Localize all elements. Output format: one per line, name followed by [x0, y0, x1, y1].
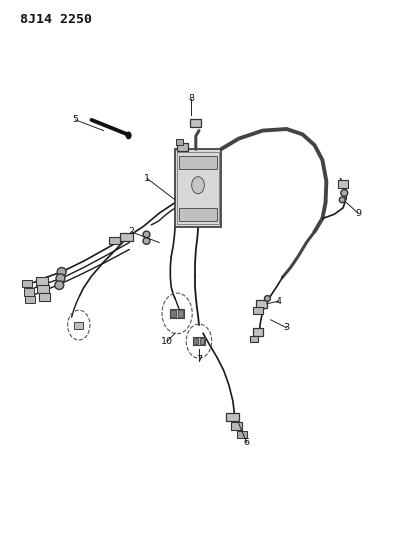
Text: 5: 5	[72, 116, 79, 124]
Bar	[190, 118, 201, 126]
Bar	[237, 431, 247, 438]
Bar	[193, 338, 198, 344]
Bar	[338, 180, 348, 188]
Circle shape	[126, 132, 131, 139]
Circle shape	[192, 177, 205, 194]
Bar	[179, 156, 217, 169]
Bar	[109, 237, 120, 244]
Text: 6: 6	[244, 438, 250, 447]
Bar	[39, 293, 50, 302]
Bar	[177, 143, 188, 151]
Ellipse shape	[339, 197, 345, 203]
Bar	[179, 208, 217, 221]
Bar	[24, 288, 33, 296]
Bar	[170, 310, 176, 317]
Bar	[231, 422, 242, 431]
Text: 8: 8	[188, 94, 194, 103]
Text: 9: 9	[355, 209, 361, 217]
Text: 2: 2	[128, 228, 135, 236]
Bar	[250, 336, 258, 343]
Bar	[178, 310, 183, 317]
Text: 1: 1	[144, 174, 150, 183]
Bar	[177, 152, 219, 224]
Bar	[200, 338, 204, 344]
Bar	[120, 233, 133, 241]
Bar	[253, 307, 263, 313]
Bar	[175, 149, 221, 227]
Ellipse shape	[143, 231, 150, 238]
Bar	[256, 300, 267, 308]
Bar	[176, 139, 183, 145]
Text: 10: 10	[161, 337, 173, 345]
Bar	[193, 337, 205, 345]
Ellipse shape	[341, 190, 348, 196]
Ellipse shape	[143, 238, 150, 244]
Ellipse shape	[55, 281, 64, 289]
Bar	[22, 280, 32, 287]
Bar	[37, 285, 49, 293]
Text: 3: 3	[283, 324, 290, 332]
Ellipse shape	[56, 274, 65, 282]
Ellipse shape	[57, 268, 66, 276]
Bar	[36, 277, 48, 286]
Text: 7: 7	[196, 356, 202, 364]
Text: 4: 4	[275, 297, 282, 305]
Bar	[253, 327, 263, 336]
Text: 8J14 2250: 8J14 2250	[20, 13, 92, 26]
Ellipse shape	[264, 296, 271, 301]
Bar	[74, 321, 83, 328]
Bar	[170, 309, 184, 318]
Bar	[226, 413, 239, 421]
Bar	[25, 296, 35, 303]
